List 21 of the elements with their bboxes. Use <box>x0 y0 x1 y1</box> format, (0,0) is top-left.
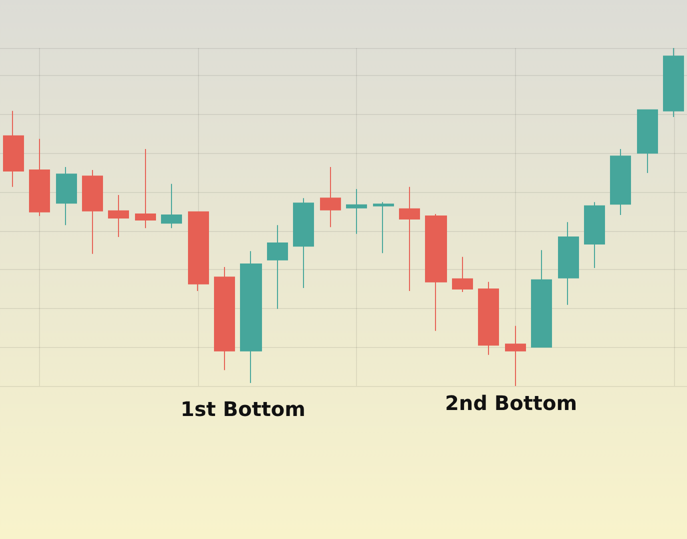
candlestick <box>56 166 77 226</box>
candlestick <box>505 325 526 386</box>
candlestick <box>558 222 579 306</box>
text: 1st Bottom <box>180 397 306 421</box>
candlestick <box>637 109 658 174</box>
candlestick <box>240 250 262 384</box>
candlestick <box>399 186 420 292</box>
candlestick <box>214 266 235 371</box>
candlestick <box>373 202 394 254</box>
candlestick <box>478 281 499 356</box>
candlestick <box>108 194 129 238</box>
candlestick <box>82 170 103 254</box>
candlestick <box>29 138 50 216</box>
candlestick <box>3 110 24 188</box>
candlestick <box>452 256 473 293</box>
candlestick <box>135 148 156 229</box>
candlestick <box>188 211 209 292</box>
candlestick <box>531 250 552 348</box>
candlestick <box>425 213 447 332</box>
candlestick <box>320 166 341 228</box>
text: 2nd Bottom <box>444 391 578 415</box>
